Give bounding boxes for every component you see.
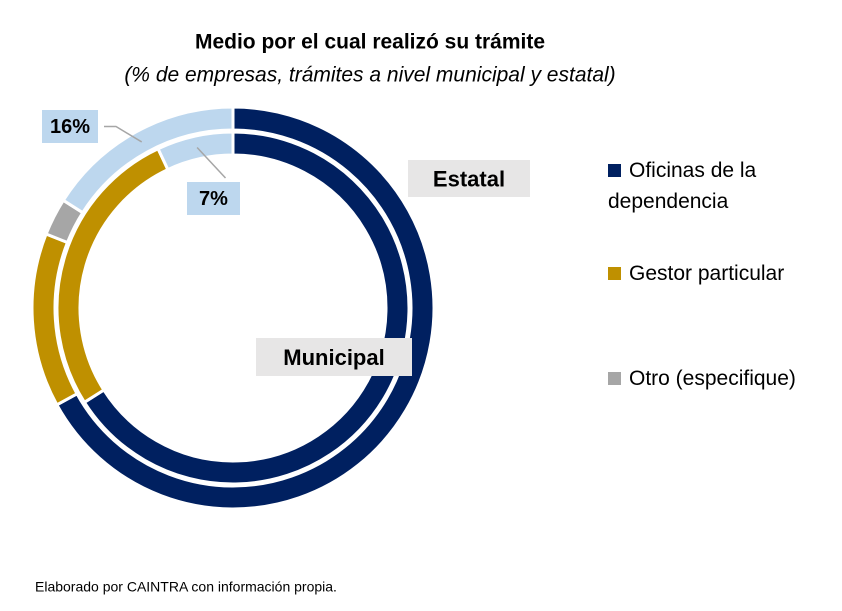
legend-label: Otro (especifique) xyxy=(629,367,796,390)
value-label-box xyxy=(187,182,240,215)
ring-label: Municipal xyxy=(283,345,384,370)
donut-segment xyxy=(61,105,235,215)
chart-subtitle: (% de empresas, trámites a nivel municip… xyxy=(124,64,615,87)
value-label: 7% xyxy=(199,188,228,210)
chart-title: Medio por el cual realizó su trámite xyxy=(195,31,545,54)
donut-segment xyxy=(82,130,411,486)
ring-label-box xyxy=(256,338,412,376)
legend-swatch xyxy=(608,372,621,385)
legend-label: Oficinas de la dependencia xyxy=(608,159,757,213)
ring-label: Estatal xyxy=(433,166,505,191)
legend-item: Oficinas de la dependencia xyxy=(608,155,828,217)
leader-line xyxy=(104,125,143,143)
labels: Estatal Municipal 16% 7% xyxy=(42,110,530,376)
legend-item: Gestor particular xyxy=(608,258,828,289)
legend-swatch xyxy=(608,164,621,177)
rings xyxy=(30,105,436,511)
donut-segment xyxy=(156,130,235,172)
value-label: 16% xyxy=(50,116,90,138)
legend-swatch xyxy=(608,267,621,280)
leader-line xyxy=(196,146,227,179)
legend-label: Gestor particular xyxy=(629,262,785,285)
ring-label-box xyxy=(408,160,530,197)
value-label-box xyxy=(42,110,98,143)
legend-item: Otro (especifique) xyxy=(608,363,828,394)
footnote: Elaborado por CAINTRA con información pr… xyxy=(35,579,337,595)
